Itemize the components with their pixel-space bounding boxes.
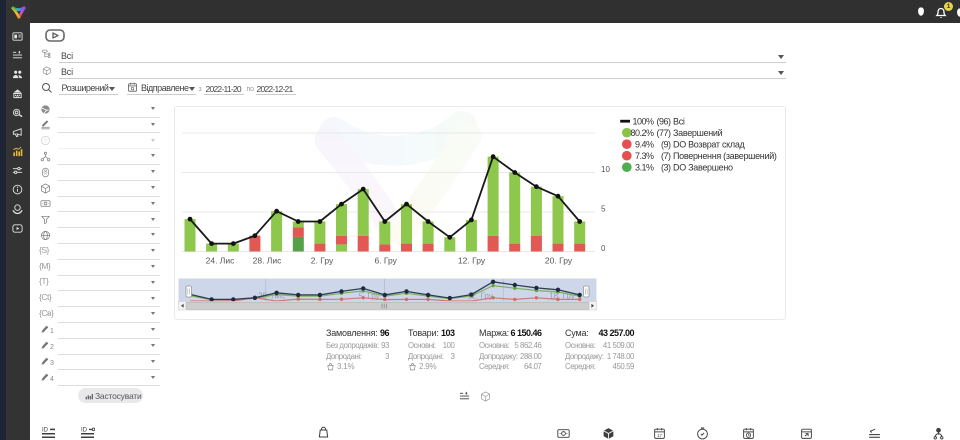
svg-text:Всі: Всі — [673, 116, 685, 126]
svg-text:(77): (77) — [656, 128, 671, 138]
svg-text:7.3%: 7.3% — [635, 151, 654, 161]
svg-text:17: 17 — [657, 433, 662, 438]
svg-text:18. Гру: 18. Гру — [549, 292, 575, 301]
svg-text:28. Лис: 28. Лис — [253, 256, 283, 266]
svg-text:ID: ID — [81, 428, 88, 434]
svg-text:DO Возврат склад: DO Возврат склад — [673, 139, 746, 149]
svg-text:3.1%: 3.1% — [635, 162, 654, 172]
svg-text:ID: ID — [42, 428, 49, 434]
svg-text:20. Гру: 20. Гру — [545, 256, 573, 266]
svg-text:12. Гру: 12. Гру — [467, 292, 493, 301]
svg-text:(9): (9) — [661, 139, 671, 149]
svg-text:24. Лис: 24. Лис — [206, 256, 236, 266]
svg-text:DO Завершено: DO Завершено — [673, 162, 733, 172]
svg-text:(3): (3) — [661, 162, 671, 172]
svg-text:Повернення (завершений): Повернення (завершений) — [673, 151, 777, 161]
svg-text:100%: 100% — [632, 116, 654, 126]
svg-text:(96): (96) — [656, 116, 671, 126]
svg-text:5. Гру: 5. Гру — [358, 292, 379, 301]
svg-text:10: 10 — [601, 165, 610, 174]
svg-text:12. Гру: 12. Гру — [458, 256, 486, 266]
svg-text:5: 5 — [601, 204, 606, 213]
svg-text:2. Гру: 2. Гру — [311, 256, 334, 266]
svg-text:?: ? — [44, 138, 47, 144]
svg-text:9.4%: 9.4% — [635, 139, 654, 149]
svg-text:0: 0 — [601, 244, 606, 253]
svg-text:(7): (7) — [661, 151, 671, 161]
svg-text:6. Гру: 6. Гру — [374, 256, 397, 266]
svg-text:80.2%: 80.2% — [630, 128, 654, 138]
svg-text:Завершений: Завершений — [673, 128, 723, 138]
